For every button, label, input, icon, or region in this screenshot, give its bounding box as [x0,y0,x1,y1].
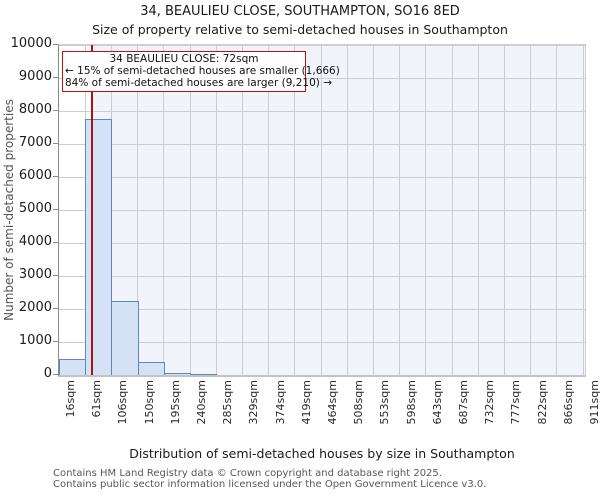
y-tick-mark [53,176,58,177]
vertical-gridline [241,45,243,375]
vertical-gridline [137,45,139,375]
y-tick-mark [53,242,58,243]
annotation-line-2: ← 15% of semi-detached houses are smalle… [65,65,340,77]
marker-line [90,45,93,375]
x-tick-label: 195sqm [168,380,182,425]
plot-area [58,44,586,377]
annotation-line-1: 34 BEAULIEU CLOSE: 72sqm [109,53,259,65]
vertical-gridline [399,45,401,375]
y-tick-mark [53,110,58,111]
vertical-gridline [346,45,348,375]
horizontal-gridline [59,176,585,178]
vertical-gridline [477,45,479,375]
x-tick-label: 643sqm [430,380,444,425]
histogram-bar [59,358,87,375]
x-tick-label: 150sqm [142,380,156,425]
vertical-gridline [294,45,296,375]
x-tick-label: 732sqm [483,380,497,425]
vertical-gridline [503,45,505,375]
y-tick-mark [53,77,58,78]
x-tick-label: 240sqm [195,380,208,425]
footer-line-1: Contains HM Land Registry data © Crown c… [53,468,442,479]
y-tick-mark [53,308,58,309]
x-tick-label: 866sqm [561,380,575,425]
y-tick-mark [53,341,58,342]
vertical-gridline [268,45,270,375]
horizontal-gridline [59,209,585,211]
x-tick-label: 106sqm [116,380,130,425]
y-tick-mark [53,143,58,144]
vertical-gridline [425,45,427,375]
x-tick-label: 598sqm [404,380,418,425]
x-tick-label: 329sqm [247,380,261,425]
horizontal-gridline [59,143,585,145]
vertical-gridline [215,45,217,375]
x-tick-label: 687sqm [457,380,470,425]
histogram-bar [137,361,165,375]
y-tick-label: 10000 [10,36,52,51]
y-tick-label: 1000 [18,333,52,348]
y-tick-label: 8000 [18,102,52,117]
vertical-gridline [530,45,532,375]
horizontal-gridline [59,308,585,310]
y-tick-label: 3000 [18,267,52,282]
y-tick-label: 6000 [18,168,52,183]
y-tick-label: 0 [43,366,52,381]
vertical-gridline [320,45,322,375]
histogram-bar [190,374,218,375]
x-tick-label: 16sqm [64,380,77,418]
y-tick-label: 5000 [18,201,52,216]
y-tick-label: 4000 [18,234,52,249]
horizontal-gridline [59,242,585,244]
histogram-bar [163,372,191,375]
horizontal-gridline [59,341,585,343]
vertical-gridline [451,45,453,375]
y-tick-label: 2000 [18,300,52,315]
annotation-line-3: 84% of semi-detached houses are larger (… [65,77,333,89]
y-tick-mark [53,374,58,375]
y-tick-label: 7000 [18,135,52,150]
vertical-gridline [189,45,191,375]
x-tick-label: 61sqm [90,380,104,418]
y-tick-label: 9000 [18,69,52,84]
x-tick-label: 419sqm [299,380,313,425]
x-tick-label: 508sqm [352,380,366,425]
x-tick-label: 374sqm [273,380,287,425]
y-tick-mark [53,44,58,45]
x-tick-label: 822sqm [535,380,549,425]
histogram-bar [85,119,113,375]
x-tick-label: 285sqm [221,380,235,425]
x-tick-label: 911sqm [588,380,600,425]
histogram-bar [111,300,139,375]
horizontal-gridline [59,110,585,112]
x-tick-label: 553sqm [378,380,392,425]
y-tick-mark [53,209,58,210]
horizontal-gridline [59,44,585,46]
vertical-gridline [372,45,374,375]
vertical-gridline [556,45,558,375]
vertical-gridline [582,45,584,375]
horizontal-gridline [59,275,585,277]
x-tick-label: 777sqm [509,380,523,425]
horizontal-gridline [59,77,585,79]
footer-line-2: Contains public sector information licen… [53,479,487,490]
vertical-gridline [163,45,165,375]
chart-subtitle: Size of property relative to semi-detach… [92,22,508,37]
annotation-box: 34 BEAULIEU CLOSE: 72sqm ← 15% of semi-d… [62,51,340,92]
chart-title: 34, BEAULIEU CLOSE, SOUTHAMPTON, SO16 8E… [140,4,460,19]
x-axis-label: Distribution of semi-detached houses by … [129,446,515,461]
x-tick-label: 464sqm [326,380,339,425]
y-tick-mark [53,275,58,276]
